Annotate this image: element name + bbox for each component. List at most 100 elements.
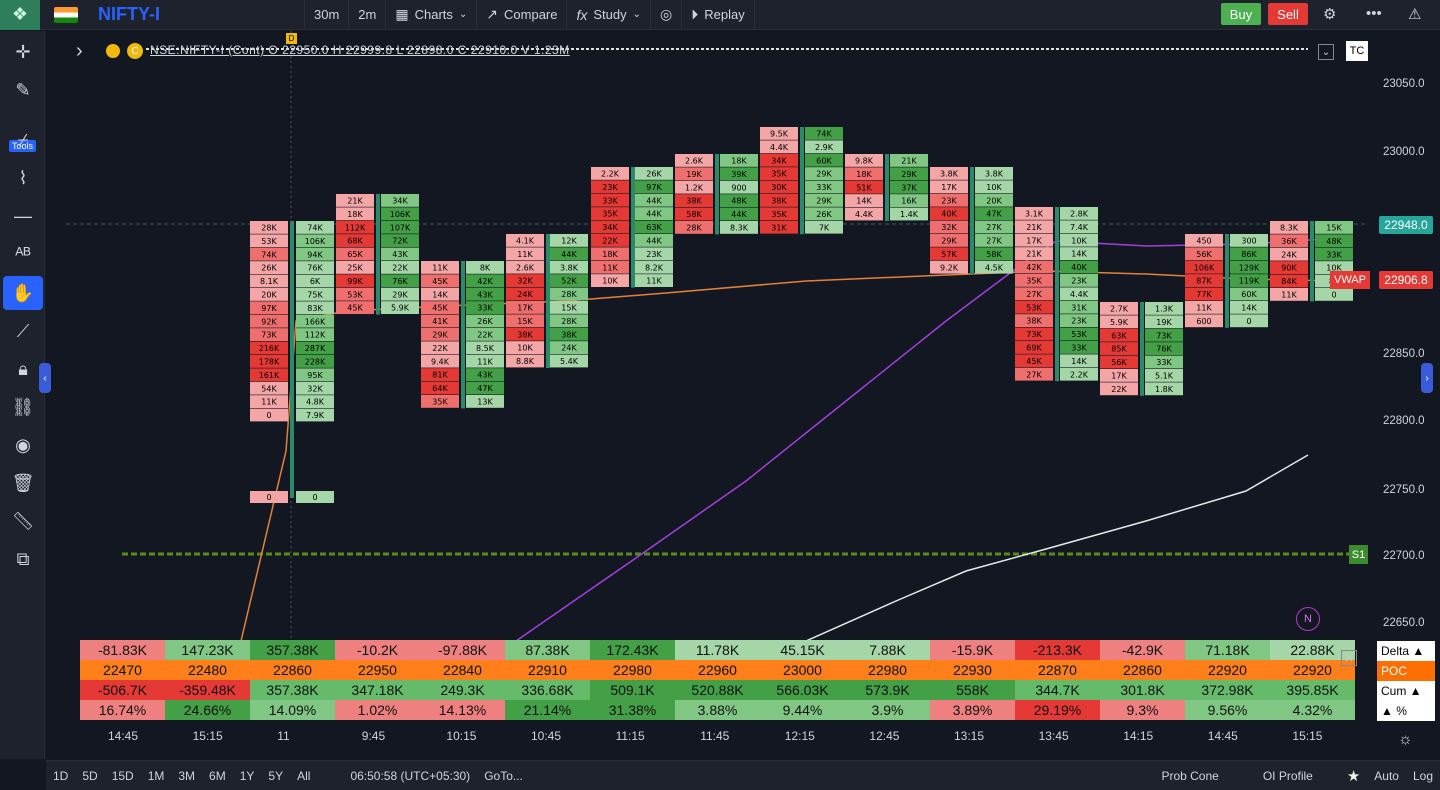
range-button[interactable]: 5Y (268, 768, 284, 783)
footprint-value: 6K (310, 277, 321, 286)
footprint-value: 73K (1026, 330, 1042, 339)
footprint-value: 56K (1196, 250, 1212, 259)
range-button[interactable]: 1Y (239, 768, 255, 783)
footprint-cell (1060, 300, 1098, 314)
footprint-cell (381, 220, 419, 234)
lock-icon[interactable]: 🔒︎ (18, 358, 28, 379)
gear-icon[interactable]: ⚙ (1323, 6, 1337, 23)
pct-label[interactable]: ▲ % (1377, 701, 1435, 721)
chevron-down-icon[interactable]: ⌄ (1318, 44, 1334, 60)
footprint-cell (1100, 382, 1138, 396)
footprint-cell (591, 260, 629, 274)
instagram-icon: ◎ (660, 6, 673, 22)
footprint-cell (1060, 314, 1098, 327)
footprint-value: 27K (986, 223, 1002, 232)
range-button[interactable]: 5D (82, 768, 98, 783)
close-icon[interactable]: ✕ (1341, 650, 1357, 666)
pencil-icon[interactable]: ✎ (15, 79, 31, 100)
hand-icon[interactable]: ✋ (3, 276, 43, 310)
range-button[interactable]: 1D (53, 768, 69, 783)
stats-cell: 3.88% (675, 700, 760, 720)
interval2-selector[interactable]: 2m (349, 0, 385, 30)
footprint-value: 1.3K (1155, 305, 1174, 314)
star-icon[interactable]: ★ (1346, 767, 1361, 785)
footprint-value: 57K (941, 250, 957, 259)
chart-area[interactable]: 28K 53K 74K 26K 8.1K 20K 97K 92K 73K 216K 178K 161K… (46, 31, 1440, 759)
stats-cell: 22480 (165, 660, 250, 680)
footprint-cell (381, 261, 419, 274)
chevron-right-icon[interactable]: › (76, 40, 83, 62)
footprint-cell (296, 355, 334, 368)
interval-selector[interactable]: 30m (305, 0, 348, 30)
oi-profile-button[interactable]: OI Profile (1262, 768, 1313, 783)
current-price-tag: 22948.0 (1379, 216, 1433, 234)
separator (681, 0, 683, 30)
footprint-cell (550, 234, 588, 247)
symbol-name[interactable]: NIFTY-I (98, 4, 160, 24)
time-axis-label: 10:15 (446, 729, 477, 743)
footprint-value: 33K (477, 304, 493, 313)
range-button[interactable]: 6M (209, 768, 226, 783)
auto-button[interactable]: Auto (1374, 768, 1399, 783)
candle-body (715, 154, 719, 235)
footprint-cell (506, 247, 544, 261)
app-logo[interactable]: ❖ (0, 0, 40, 30)
link-icon[interactable]: ⛓ (11, 396, 35, 417)
footprint-value: 86K (1241, 250, 1257, 259)
footprint-cell (845, 180, 883, 194)
sell-button[interactable]: Sell (1268, 3, 1308, 25)
brush-icon[interactable]: ⟋ (16, 320, 30, 341)
footprint-cell (296, 221, 334, 234)
screenshot-icon[interactable]: ⧉ (16, 548, 30, 569)
horizontal-line-icon[interactable]: — (14, 205, 32, 226)
range-button[interactable]: 1M (147, 768, 165, 783)
footprint-cell (760, 153, 798, 167)
poc-label[interactable]: POC (1377, 661, 1435, 681)
eye-icon[interactable]: ◉ (15, 434, 31, 455)
footprint-cell (760, 220, 798, 234)
footprint-value: 33K (602, 196, 618, 205)
collapse-right-handle[interactable]: › (1421, 363, 1433, 393)
ruler-icon[interactable]: 📏︎ (11, 510, 35, 531)
charts-button[interactable]: ▦ Charts ⌄ (386, 0, 476, 30)
tc-badge[interactable]: TC (1346, 41, 1368, 61)
footprint-cell (1270, 221, 1308, 234)
footprint-value: 9.2K (940, 263, 959, 272)
log-button[interactable]: Log (1412, 768, 1433, 783)
footprint-cell (421, 368, 459, 381)
alert-icon[interactable]: ⚠ (1408, 6, 1422, 23)
more-icon[interactable]: ••• (1366, 5, 1382, 22)
candle-body (1225, 234, 1229, 328)
delta-label[interactable]: Delta ▲ (1377, 641, 1435, 661)
footprint-cell (550, 274, 588, 287)
collapse-left-handle[interactable]: ‹ (39, 363, 51, 393)
replay-button[interactable]: ⏵ Replay (682, 0, 753, 30)
news-badge[interactable]: N (1296, 607, 1320, 631)
range-button[interactable]: 15D (111, 768, 134, 783)
footprint-value: 2.6K (685, 157, 704, 166)
trash-icon[interactable]: 🗑︎ (11, 472, 35, 493)
time-axis-label: 14:15 (1123, 729, 1154, 743)
footprint-value: 14K (856, 197, 872, 206)
prob-cone-button[interactable]: Prob Cone (1161, 768, 1219, 783)
settings-icon[interactable]: ☼ (1398, 731, 1413, 748)
buy-button[interactable]: Buy (1221, 3, 1261, 25)
trend-line-icon[interactable]: ⌿ (17, 129, 29, 150)
footprint-cell (506, 341, 544, 354)
compare-button[interactable]: ↗ Compare (477, 0, 566, 30)
pattern-icon[interactable]: ⌇ (18, 167, 28, 188)
range-button[interactable]: All (297, 768, 311, 783)
goto-button[interactable]: GoTo... (484, 768, 523, 783)
stats-cell: 336.68K (505, 680, 590, 700)
footprint-cell (635, 234, 673, 247)
cum-label[interactable]: Cum ▲ (1377, 681, 1435, 701)
stats-cell: 22870 (1015, 660, 1100, 680)
footprint-cell (1060, 287, 1098, 301)
study-button[interactable]: fx Study ⌄ (567, 0, 650, 30)
range-button[interactable]: 3M (178, 768, 196, 783)
crosshair-icon[interactable]: ✛ (15, 41, 31, 62)
symbol-legend[interactable]: NSE:NIFTY-I (Cont) O 22950.0 H 22999.8 L… (150, 43, 570, 57)
footprint-cell (760, 207, 798, 221)
text-icon[interactable]: ᴬᴮ (15, 243, 31, 264)
snapshot-button[interactable]: ◎ (651, 0, 681, 30)
